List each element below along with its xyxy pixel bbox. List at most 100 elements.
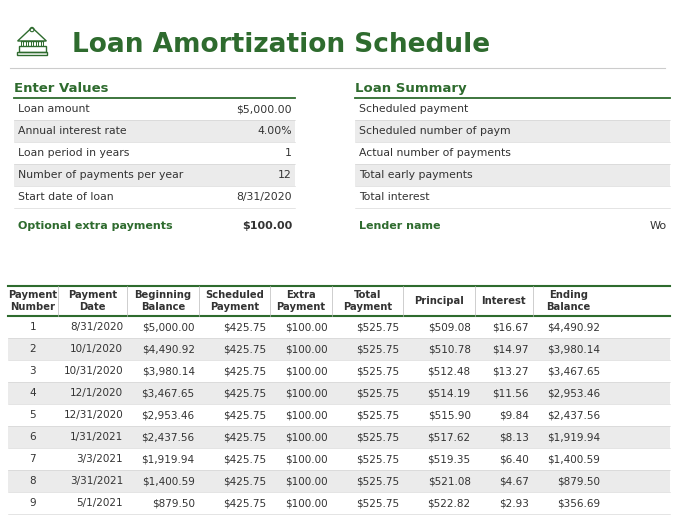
Bar (14, 142, 295, 164)
Text: 10/31/2020: 10/31/2020 (63, 366, 123, 376)
Text: Actual number of payments: Actual number of payments (359, 148, 511, 158)
Text: $4,490.92: $4,490.92 (547, 322, 600, 332)
Text: Scheduled number of paym: Scheduled number of paym (359, 126, 510, 136)
Text: $525.75: $525.75 (356, 366, 399, 376)
Text: 8: 8 (30, 476, 36, 486)
Text: Loan Summary: Loan Summary (355, 82, 466, 95)
Text: Interest: Interest (481, 296, 526, 306)
Text: 6: 6 (30, 432, 36, 442)
Text: $879.50: $879.50 (152, 498, 194, 508)
Bar (8, 470, 670, 492)
Bar (8, 360, 670, 382)
Text: $525.75: $525.75 (356, 410, 399, 420)
Bar (355, 164, 670, 186)
Text: 8/31/2020: 8/31/2020 (236, 192, 292, 202)
Text: 3/3/2021: 3/3/2021 (76, 454, 123, 464)
Bar (8, 448, 670, 470)
Text: $512.48: $512.48 (427, 366, 470, 376)
Text: $1,400.59: $1,400.59 (142, 476, 194, 486)
Bar (8, 338, 670, 360)
Text: Payment
Number: Payment Number (8, 290, 57, 312)
Text: $425.75: $425.75 (223, 344, 266, 354)
Text: $525.75: $525.75 (356, 322, 399, 332)
Text: Loan Amortization Schedule: Loan Amortization Schedule (72, 32, 490, 58)
Text: $519.35: $519.35 (427, 454, 470, 464)
Bar (8, 492, 670, 514)
Text: 10/1/2020: 10/1/2020 (70, 344, 123, 354)
Text: $525.75: $525.75 (356, 432, 399, 442)
Bar (22, 41, 23, 46)
Text: 1: 1 (30, 322, 36, 332)
Text: $13.27: $13.27 (493, 366, 529, 376)
Text: $2.93: $2.93 (499, 498, 529, 508)
Text: $525.75: $525.75 (356, 476, 399, 486)
Text: $510.78: $510.78 (428, 344, 470, 354)
Text: $1,919.94: $1,919.94 (547, 432, 600, 442)
Text: $525.75: $525.75 (356, 388, 399, 398)
Text: $521.08: $521.08 (428, 476, 470, 486)
Text: $1,919.94: $1,919.94 (142, 454, 194, 464)
Text: $5,000.00: $5,000.00 (142, 322, 194, 332)
Text: $879.50: $879.50 (557, 476, 600, 486)
Text: Total
Payment: Total Payment (343, 290, 392, 312)
Text: Start date of loan: Start date of loan (18, 192, 113, 202)
Text: $6.40: $6.40 (500, 454, 529, 464)
Text: $425.75: $425.75 (223, 410, 266, 420)
Text: $11.56: $11.56 (493, 388, 529, 398)
Text: $5,000.00: $5,000.00 (236, 104, 292, 114)
Text: $100.00: $100.00 (285, 432, 328, 442)
Text: $2,437.56: $2,437.56 (547, 410, 600, 420)
Text: $14.97: $14.97 (493, 344, 529, 354)
Text: $100.00: $100.00 (285, 344, 328, 354)
Text: Enter Values: Enter Values (14, 82, 109, 95)
Text: 9: 9 (30, 498, 36, 508)
Text: 5/1/2021: 5/1/2021 (76, 498, 123, 508)
Text: 5: 5 (30, 410, 36, 420)
Text: $356.69: $356.69 (557, 498, 600, 508)
Text: $3,980.14: $3,980.14 (142, 366, 194, 376)
Text: Total interest: Total interest (359, 192, 429, 202)
Bar (26, 41, 28, 46)
Bar (14, 98, 295, 120)
Text: 2: 2 (30, 344, 36, 354)
Text: $425.75: $425.75 (223, 432, 266, 442)
Text: $100.00: $100.00 (285, 498, 328, 508)
Text: $425.75: $425.75 (223, 322, 266, 332)
Text: $100.00: $100.00 (285, 322, 328, 332)
Text: 7: 7 (30, 454, 36, 464)
Text: 12/31/2020: 12/31/2020 (63, 410, 123, 420)
Text: $2,953.46: $2,953.46 (547, 388, 600, 398)
Text: 3: 3 (30, 366, 36, 376)
Text: $100.00: $100.00 (285, 454, 328, 464)
Text: Principal: Principal (414, 296, 464, 306)
Text: $525.75: $525.75 (356, 344, 399, 354)
Text: Scheduled payment: Scheduled payment (359, 104, 468, 114)
Text: Payment
Date: Payment Date (68, 290, 117, 312)
Text: $522.82: $522.82 (427, 498, 470, 508)
Bar (8, 382, 670, 404)
Text: $525.75: $525.75 (356, 454, 399, 464)
Text: Loan amount: Loan amount (18, 104, 90, 114)
Text: Ending
Balance: Ending Balance (546, 290, 591, 312)
Text: Number of payments per year: Number of payments per year (18, 170, 183, 180)
Text: $16.67: $16.67 (493, 322, 529, 332)
Text: $100.00: $100.00 (285, 476, 328, 486)
Text: Extra
Payment: Extra Payment (276, 290, 325, 312)
Text: Annual interest rate: Annual interest rate (18, 126, 127, 136)
Text: $425.75: $425.75 (223, 454, 266, 464)
Text: 8/31/2020: 8/31/2020 (70, 322, 123, 332)
Text: Wo: Wo (650, 221, 667, 231)
Bar (14, 186, 295, 208)
Text: $4,490.92: $4,490.92 (142, 344, 194, 354)
Bar (31, 41, 33, 46)
Text: $4.67: $4.67 (499, 476, 529, 486)
Text: Beginning
Balance: Beginning Balance (134, 290, 192, 312)
Bar (355, 120, 670, 142)
Text: $100.00: $100.00 (285, 388, 328, 398)
Text: $2,437.56: $2,437.56 (142, 432, 194, 442)
Text: 1/31/2021: 1/31/2021 (70, 432, 123, 442)
Text: $9.84: $9.84 (499, 410, 529, 420)
Bar (355, 98, 670, 120)
Text: Loan period in years: Loan period in years (18, 148, 130, 158)
Text: $425.75: $425.75 (223, 388, 266, 398)
